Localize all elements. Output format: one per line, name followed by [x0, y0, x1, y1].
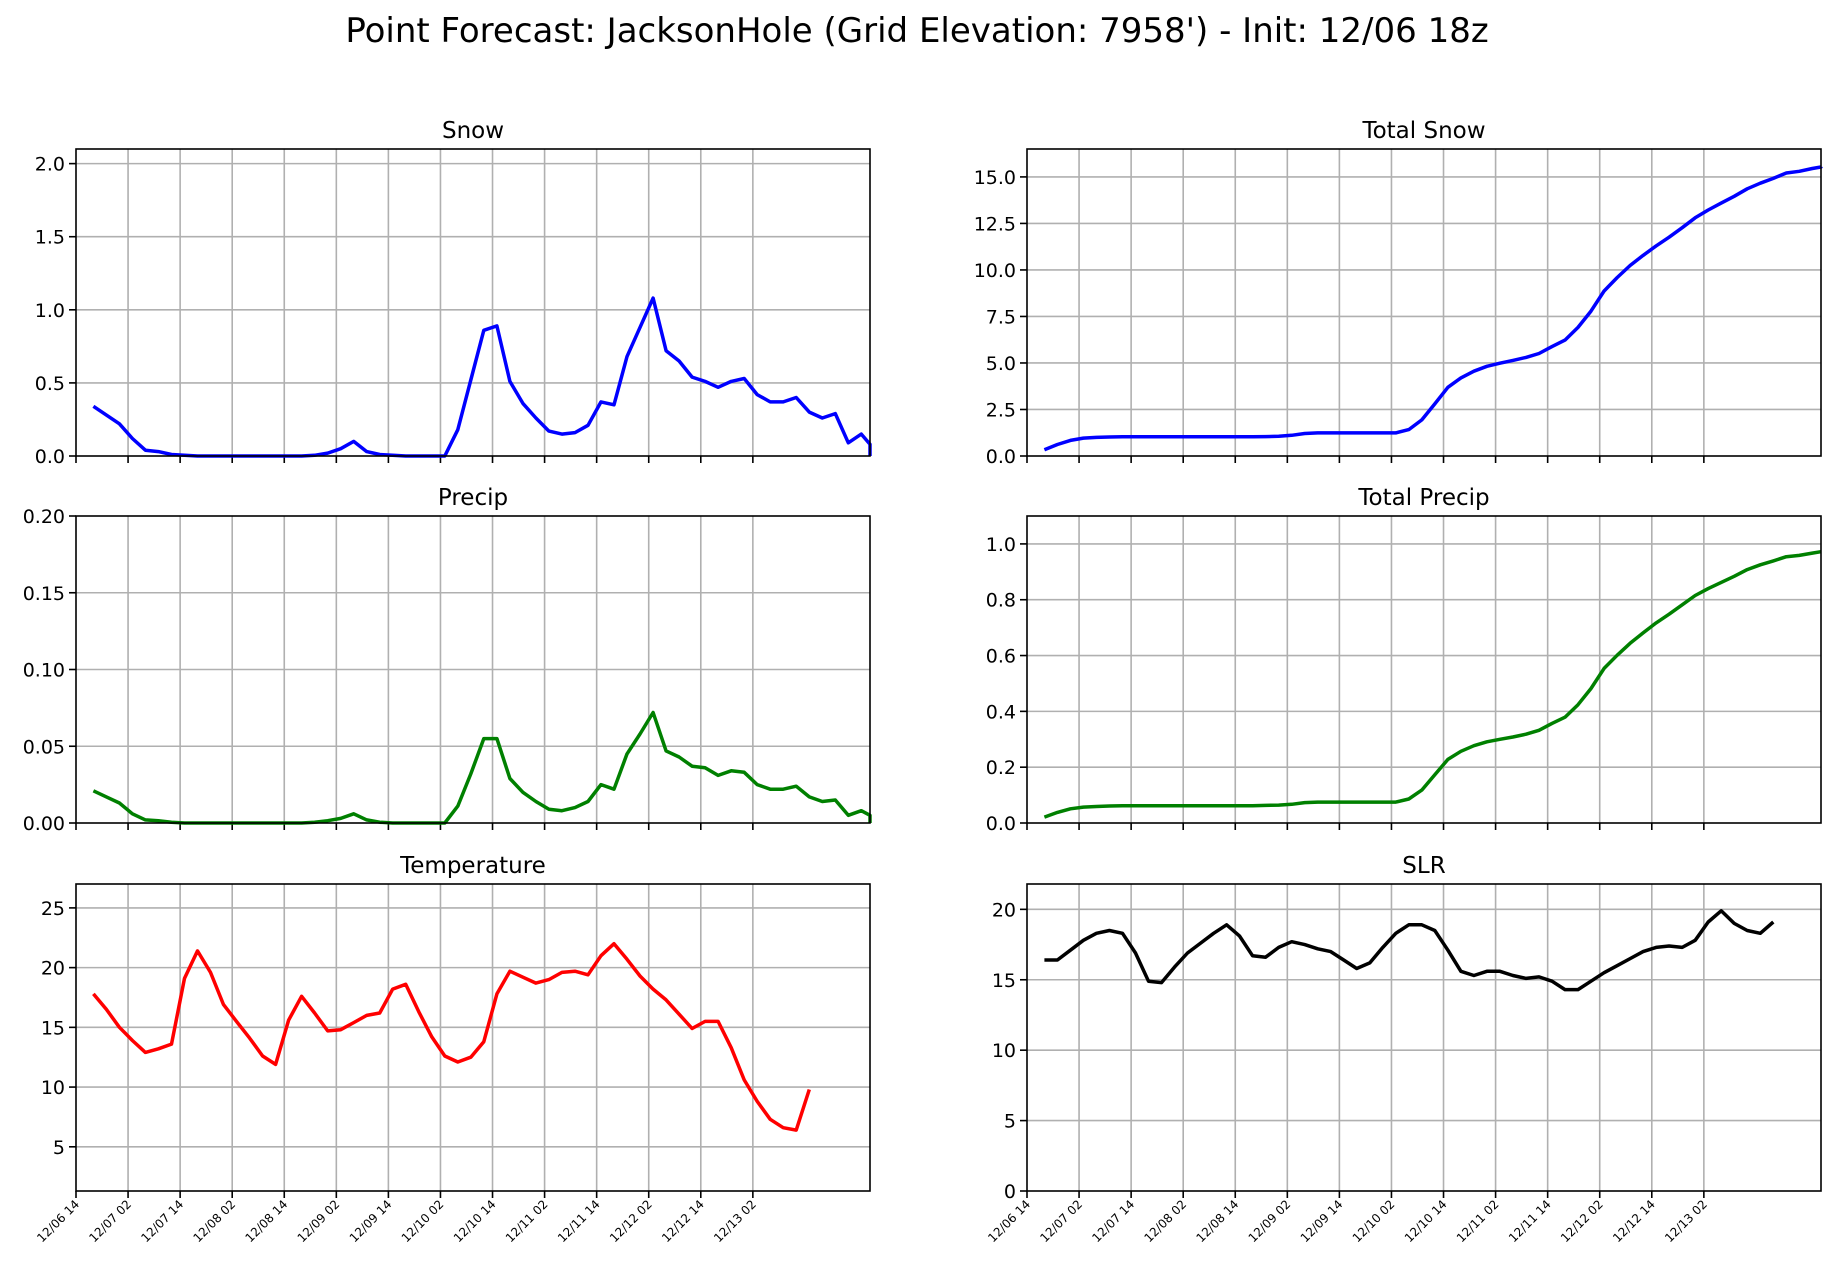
slr-series-line — [1044, 909, 1775, 992]
temperature-ytick-label: 15 — [41, 1017, 65, 1039]
total-snow-ytick-label: 15.0 — [974, 167, 1016, 189]
temperature-series-line — [92, 941, 811, 1132]
snow-ytick-label: 0.5 — [35, 373, 65, 395]
snow-ytick-label: 2.0 — [35, 154, 65, 176]
panel-total-precip: Total Precip 0.0 0.2 0.4 0.6 0.8 1.0 — [986, 485, 1822, 835]
precip-axes-frame — [75, 515, 871, 824]
precip-ytick-label: 0.10 — [23, 660, 65, 682]
total-precip-ytick-label: 0.6 — [986, 646, 1016, 668]
total-precip-ytick-label: 0.2 — [986, 757, 1016, 779]
snow-title: Snow — [442, 118, 504, 144]
temperature-ytick-label: 10 — [41, 1077, 65, 1099]
total-precip-ytick-label: 0.0 — [986, 813, 1016, 835]
total-snow-ytick-label: 12.5 — [974, 213, 1016, 235]
total-precip-ytick-label: 0.8 — [986, 590, 1016, 612]
total-snow-ytick-label: 0.0 — [986, 446, 1016, 468]
total-precip-title: Total Precip — [1357, 485, 1489, 511]
slr-title: SLR — [1402, 853, 1445, 879]
temperature-ytick-label: 25 — [41, 898, 65, 920]
total-snow-series-line — [1043, 165, 1823, 452]
slr-ytick-label: 0 — [1004, 1181, 1016, 1203]
panel-precip: Precip 0.00 0.05 0.10 0.15 0.20 — [23, 485, 872, 835]
precip-ytick-label: 0.00 — [23, 813, 65, 835]
temperature-axes-frame — [75, 883, 871, 1192]
total-precip-axes-frame — [1026, 515, 1822, 824]
snow-ytick-label: 1.0 — [35, 300, 65, 322]
figure-title: Point Forecast: JacksonHole (Grid Elevat… — [345, 11, 1488, 51]
precip-ytick-label: 0.05 — [23, 736, 65, 758]
slr-axes-frame — [1026, 883, 1822, 1192]
total-snow-ytick-label: 7.5 — [986, 306, 1016, 328]
total-precip-series-line — [1043, 549, 1822, 819]
precip-title: Precip — [438, 485, 508, 511]
total-precip-ytick-label: 0.4 — [986, 701, 1016, 723]
total-snow-title: Total Snow — [1361, 118, 1485, 144]
panel-snow: Snow 0.0 0.5 1.0 1.5 2.0 — [35, 118, 872, 468]
snow-ytick-label: 1.5 — [35, 227, 65, 249]
slr-ytick-label: 20 — [992, 899, 1016, 921]
total-snow-ytick-label: 5.0 — [986, 353, 1016, 375]
temperature-ytick-label: 20 — [41, 958, 65, 980]
slr-ytick-label: 10 — [992, 1040, 1016, 1062]
slr-ytick-label: 5 — [1004, 1111, 1016, 1133]
total-snow-axes-frame — [1026, 148, 1822, 457]
snow-ytick-label: 0.0 — [35, 446, 65, 468]
total-snow-ytick-label: 2.5 — [986, 399, 1016, 421]
precip-ytick-label: 0.20 — [23, 506, 65, 528]
temperature-ytick-label: 5 — [53, 1137, 65, 1159]
panel-total-snow: Total Snow 0.0 2.5 5.0 7.5 10.0 12.5 15.0 — [974, 118, 1823, 468]
total-precip-ytick-label: 1.0 — [986, 534, 1016, 556]
temperature-title: Temperature — [399, 853, 546, 879]
precip-ytick-label: 0.15 — [23, 583, 65, 605]
total-snow-ytick-label: 10.0 — [974, 260, 1016, 282]
slr-ytick-label: 15 — [992, 970, 1016, 992]
snow-axes-frame — [75, 148, 871, 457]
